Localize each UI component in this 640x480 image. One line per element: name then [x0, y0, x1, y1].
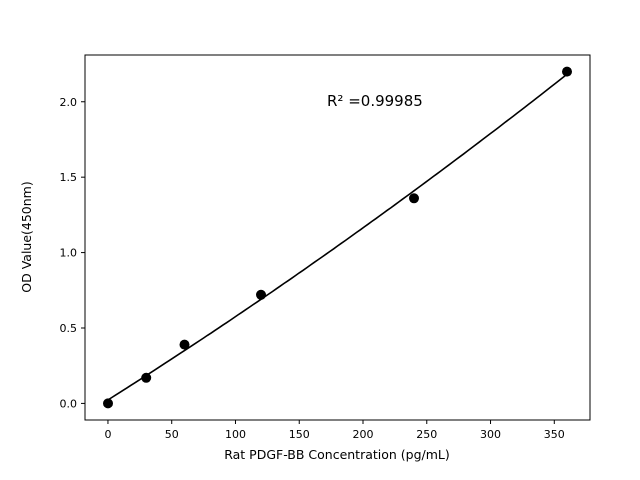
data-point	[562, 66, 572, 77]
data-point	[103, 398, 113, 409]
axes-frame	[84, 54, 591, 421]
x-tick-label: 250	[416, 428, 437, 441]
x-tick-label: 350	[544, 428, 565, 441]
data-point	[409, 193, 419, 204]
x-tick-label: 300	[480, 428, 501, 441]
y-axis-label: OD Value(450nm)	[19, 181, 34, 292]
x-tick-label: 200	[353, 428, 374, 441]
data-point	[256, 289, 266, 300]
x-tick-label: 50	[165, 428, 179, 441]
data-point	[179, 339, 190, 350]
x-tick-label: 0	[104, 428, 111, 441]
chart-points	[103, 66, 572, 409]
y-tick-label: 2.0	[60, 96, 78, 109]
chart-curve	[107, 73, 568, 401]
x-tick-label: 150	[289, 428, 310, 441]
chart-axes: 0 50 100 150 200 250 300 350 0.0 0.5 1.0 1.5 2.0	[60, 54, 591, 441]
y-tick-label: 1.0	[60, 247, 78, 260]
data-point	[141, 372, 152, 383]
x-axis-label: Rat PDGF-BB Concentration (pg/mL)	[224, 447, 450, 462]
x-tick-label: 100	[225, 428, 246, 441]
r-squared-annotation: R² =0.99985	[327, 92, 423, 110]
y-tick-label: 0.0	[60, 397, 78, 410]
fit-curve	[107, 73, 568, 401]
y-tick-label: 0.5	[60, 322, 78, 335]
y-tick-label: 1.5	[60, 171, 78, 184]
